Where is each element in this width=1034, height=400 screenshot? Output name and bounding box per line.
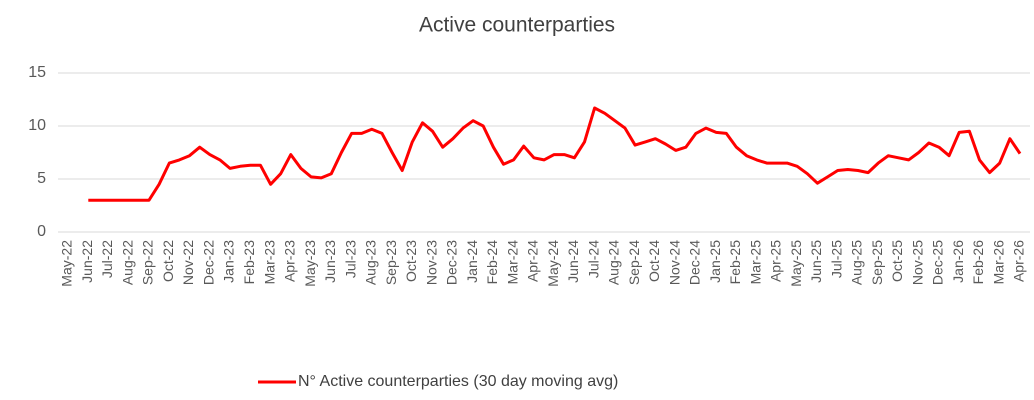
x-tick-label: Sep-24 <box>626 240 642 285</box>
x-tick-label: Jul-22 <box>99 240 115 278</box>
x-tick-label: Jan-23 <box>221 240 237 283</box>
x-tick-label: Mar-23 <box>261 240 277 285</box>
x-tick-label: Oct-23 <box>403 240 419 282</box>
x-tick-label: May-22 <box>59 240 75 287</box>
x-tick-label: Aug-22 <box>119 240 135 285</box>
x-tick-label: May-24 <box>545 240 561 287</box>
x-tick-label: Aug-25 <box>849 240 865 285</box>
x-tick-label: Jul-23 <box>342 240 358 278</box>
x-tick-label: Jan-24 <box>464 240 480 283</box>
x-tick-label: Mar-26 <box>990 240 1006 285</box>
x-tick-label: May-25 <box>788 240 804 287</box>
x-tick-label: Sep-25 <box>869 240 885 285</box>
x-tick-label: Oct-22 <box>160 240 176 282</box>
x-tick-label: Oct-25 <box>889 240 905 282</box>
x-tick-label: Jun-23 <box>322 240 338 283</box>
x-tick-label: Nov-25 <box>909 240 925 285</box>
x-tick-label: May-23 <box>302 240 318 287</box>
y-tick-label: 15 <box>28 64 46 81</box>
x-tick-label: Jun-25 <box>808 240 824 283</box>
y-tick-label: 5 <box>37 170 46 187</box>
x-tick-label: Aug-23 <box>363 240 379 285</box>
y-tick-label: 0 <box>37 223 46 240</box>
x-tick-label: Dec-25 <box>930 240 946 285</box>
x-tick-label: Jul-24 <box>585 240 601 278</box>
chart-title: Active counterparties <box>419 14 615 37</box>
x-tick-label: Jun-24 <box>565 240 581 283</box>
x-tick-label: Oct-24 <box>646 240 662 282</box>
x-tick-label: Feb-23 <box>241 240 257 285</box>
x-tick-label: Jul-25 <box>828 240 844 278</box>
x-tick-label: Mar-25 <box>747 240 763 285</box>
x-tick-label: Dec-24 <box>687 240 703 285</box>
y-tick-label: 10 <box>28 117 46 134</box>
x-tick-label: Apr-23 <box>282 240 298 282</box>
x-tick-label: Apr-24 <box>525 240 541 282</box>
x-tick-label: Mar-24 <box>504 240 520 285</box>
legend-label: N° Active counterparties (30 day moving … <box>298 373 618 390</box>
x-tick-label: Dec-22 <box>200 240 216 285</box>
x-tick-label: Jan-26 <box>950 240 966 283</box>
x-tick-label: Feb-24 <box>484 240 500 285</box>
x-tick-label: Jan-25 <box>707 240 723 283</box>
x-tick-label: Dec-23 <box>444 240 460 285</box>
x-tick-label: Nov-24 <box>666 240 682 285</box>
x-tick-label: Apr-26 <box>1011 240 1027 282</box>
line-series <box>88 106 1022 202</box>
x-tick-label: Feb-26 <box>970 240 986 285</box>
x-tick-label: Aug-24 <box>606 240 622 285</box>
x-tick-label: Nov-23 <box>423 240 439 285</box>
x-tick-label: Sep-22 <box>140 240 156 285</box>
x-tick-label: Apr-25 <box>768 240 784 282</box>
x-tick-label: Nov-22 <box>180 240 196 285</box>
x-tick-label: Jun-22 <box>79 240 95 283</box>
x-tick-label: Feb-25 <box>727 240 743 285</box>
x-tick-label: Sep-23 <box>383 240 399 285</box>
